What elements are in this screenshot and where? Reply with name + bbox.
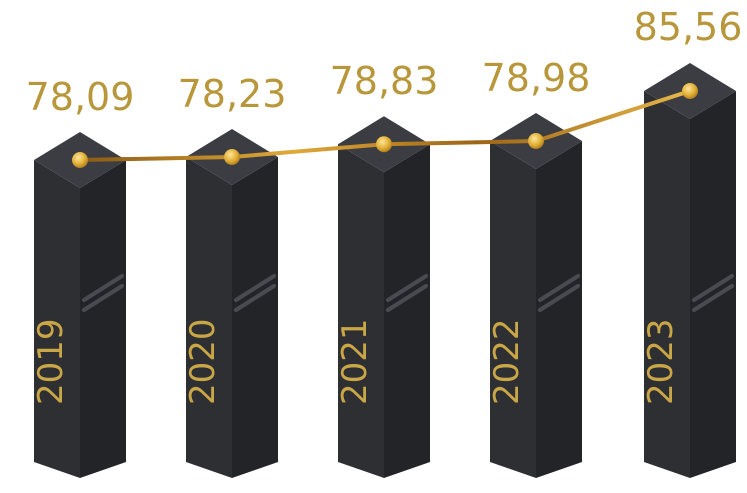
data-label-2021: 78,83 [330, 59, 439, 103]
data-label-2022: 78,98 [482, 56, 591, 100]
bar-2023 [644, 63, 736, 478]
bar-highlight-stripe [82, 274, 124, 302]
bar-face-right [384, 144, 430, 478]
data-label-2023: 85,56 [634, 5, 743, 49]
bar-highlight-stripe [692, 274, 734, 302]
line-marker-2023 [682, 83, 698, 99]
x-tick-label-2020: 2020 [183, 318, 223, 405]
bar-2019 [34, 132, 126, 478]
bar-highlight-stripe [538, 284, 580, 312]
bar-face-left [338, 144, 384, 478]
bar-highlight-stripe [82, 284, 124, 312]
bar-face-right [536, 141, 582, 478]
bar-face-right [80, 160, 126, 478]
x-tick-label-2022: 2022 [487, 318, 527, 405]
bar-face-left [186, 157, 232, 478]
bar-2021 [338, 116, 430, 478]
bar-highlight-stripe [386, 274, 428, 302]
bar-highlight-stripe [692, 284, 734, 312]
x-tick-label-2019: 2019 [31, 318, 71, 405]
bar-2022 [490, 113, 582, 478]
bar-face-left [644, 91, 690, 478]
data-label-2020: 78,23 [178, 72, 287, 116]
x-tick-label-2023: 2023 [641, 318, 681, 405]
bar-highlight-stripe [538, 274, 580, 302]
bar-highlight-stripe [386, 284, 428, 312]
data-label-2019: 78,09 [26, 75, 135, 119]
bar-highlight-stripe [234, 284, 276, 312]
bar-face-right [690, 91, 736, 478]
bar-face-left [34, 160, 80, 478]
bar-highlight-stripe [234, 274, 276, 302]
line-marker-2022 [528, 133, 544, 149]
x-tick-label-2021: 2021 [335, 318, 375, 405]
line-marker-2019 [72, 152, 88, 168]
line-marker-2020 [224, 149, 240, 166]
line-marker-2021 [376, 136, 392, 153]
bar-face-left [490, 141, 536, 478]
bar-2020 [186, 129, 278, 478]
bar-face-right [232, 157, 278, 478]
